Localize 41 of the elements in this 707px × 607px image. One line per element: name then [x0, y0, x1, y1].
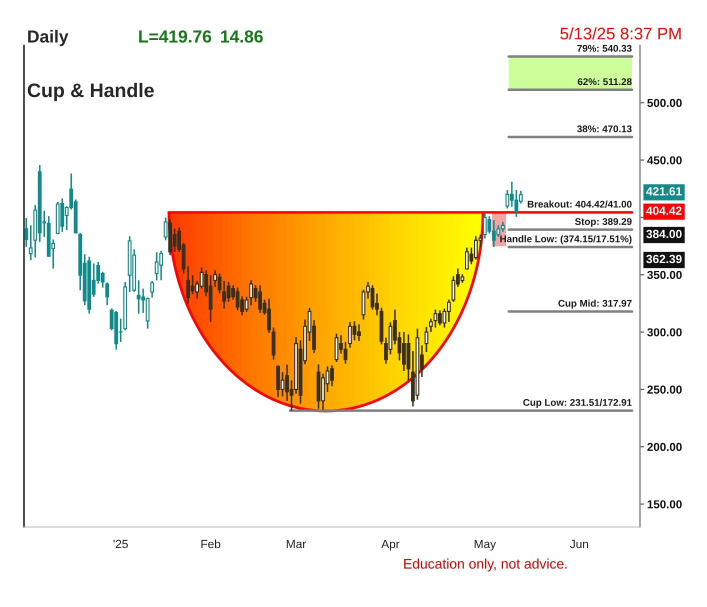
ref-line-label: 38%: 470.13 — [577, 125, 632, 132]
text: 384.00 — [646, 230, 682, 238]
x-tick-label: Apr — [381, 540, 400, 551]
text: Education only, not advice. — [404, 558, 567, 572]
candlestick — [500, 221, 505, 233]
y-tick-label: 500.00 — [647, 98, 682, 108]
text: 14.86 — [221, 30, 263, 43]
candlestick — [105, 282, 110, 306]
x-tick-label: Feb — [201, 540, 220, 548]
text: 362.39 — [646, 254, 682, 264]
candlestick — [186, 265, 190, 304]
y-tick-label: 250.00 — [647, 386, 682, 394]
candlestick — [28, 224, 33, 261]
text: 5/13/25 8:37 PM — [560, 27, 681, 40]
text: 404.42 — [646, 206, 682, 215]
candlestick — [164, 216, 168, 241]
y-tick-label: 300.00 — [647, 328, 682, 336]
text: L=419.76 — [139, 30, 212, 43]
ref-line-label: 62%: 511.28 — [578, 78, 632, 86]
candlestick — [60, 198, 64, 233]
y-tick-label: 200.00 — [647, 442, 682, 452]
candlestick — [150, 280, 154, 298]
candlestick — [136, 279, 141, 314]
candlestick — [154, 251, 159, 281]
y-tick-label: 350.00 — [647, 270, 682, 280]
x-tick-label: '25 — [114, 540, 128, 548]
ref-line-label: Cup Low: 231.51/172.91 — [523, 398, 632, 408]
ref-line-label: Breakout: 404.42/41.00 — [528, 200, 632, 208]
x-tick-label: May — [474, 540, 496, 551]
y-tick-label: 150.00 — [648, 500, 682, 508]
x-tick-label: Mar — [286, 540, 306, 548]
ref-line-label: Cup Mid: 317.97 — [558, 300, 632, 309]
text: Cup & Handle — [28, 82, 154, 102]
x-tick-label: Jun — [570, 540, 588, 548]
text: 421.61 — [646, 187, 682, 196]
ref-line-label: 79%: 540.33 — [577, 44, 632, 52]
candlestick — [24, 217, 28, 248]
ref-line-label: Handle Low: (374.15/17.51%) — [500, 235, 632, 244]
ref-line-label: Stop: 389.29 — [575, 218, 632, 227]
y-tick-label: 450.00 — [647, 156, 682, 164]
chart-title: Daily — [28, 30, 68, 46]
